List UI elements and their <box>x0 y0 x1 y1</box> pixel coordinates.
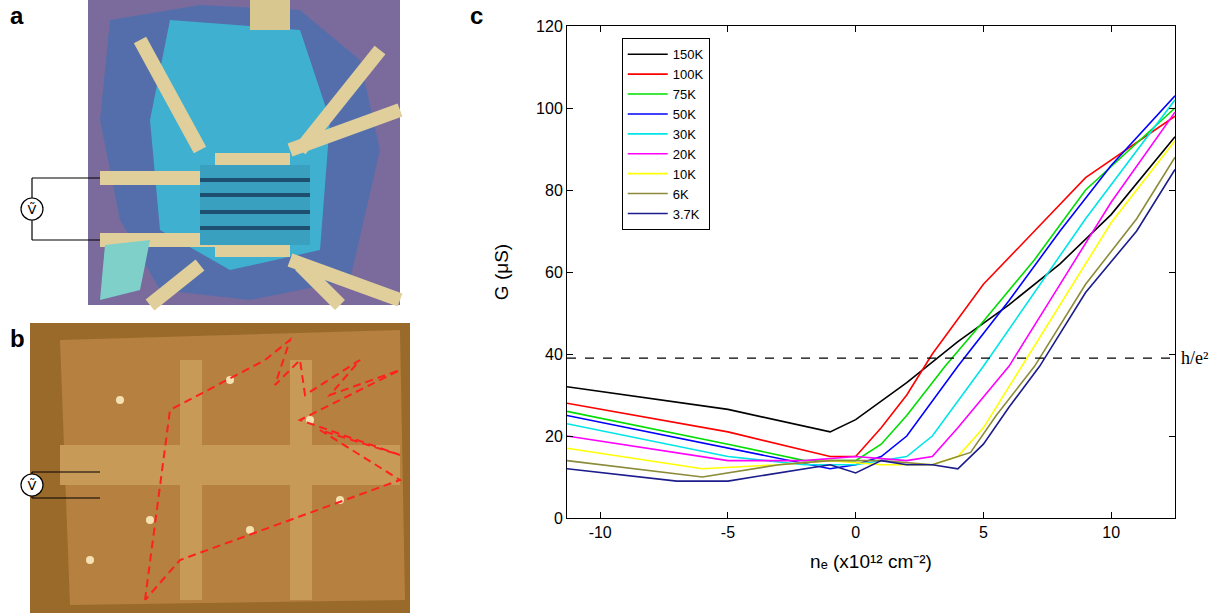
svg-text:150K: 150K <box>673 47 704 62</box>
svg-text:5: 5 <box>979 524 988 541</box>
svg-text:80: 80 <box>545 182 563 199</box>
svg-text:30K: 30K <box>673 127 696 142</box>
svg-text:G (μS): G (μS) <box>491 244 512 300</box>
html-text:a: a <box>10 2 24 29</box>
svg-text:10K: 10K <box>673 167 696 182</box>
svg-text:100: 100 <box>536 100 563 117</box>
svg-text:-5: -5 <box>721 524 735 541</box>
svg-text:60: 60 <box>545 264 563 281</box>
svg-text:100K: 100K <box>673 67 704 82</box>
svg-text:40: 40 <box>545 346 563 363</box>
svg-text:75K: 75K <box>673 87 696 102</box>
html-text:b: b <box>10 325 25 352</box>
svg-text:h/e²: h/e² <box>1181 348 1208 368</box>
svg-text:Ṽ: Ṽ <box>28 478 37 493</box>
svg-text:10: 10 <box>1102 524 1120 541</box>
svg-text:50K: 50K <box>673 107 696 122</box>
svg-text:6K: 6K <box>673 187 689 202</box>
svg-text:-10: -10 <box>589 524 612 541</box>
svg-text:0: 0 <box>554 510 563 527</box>
svg-text:20K: 20K <box>673 147 696 162</box>
svg-text:0: 0 <box>851 524 860 541</box>
svg-text:Ṽ: Ṽ <box>28 202 37 217</box>
svg-text:20: 20 <box>545 428 563 445</box>
svg-text:3.7K: 3.7K <box>673 207 700 222</box>
html-text:c: c <box>470 2 484 29</box>
svg-text:nₑ (x10¹² cm⁻²): nₑ (x10¹² cm⁻²) <box>810 551 932 572</box>
svg-text:120: 120 <box>536 18 563 35</box>
